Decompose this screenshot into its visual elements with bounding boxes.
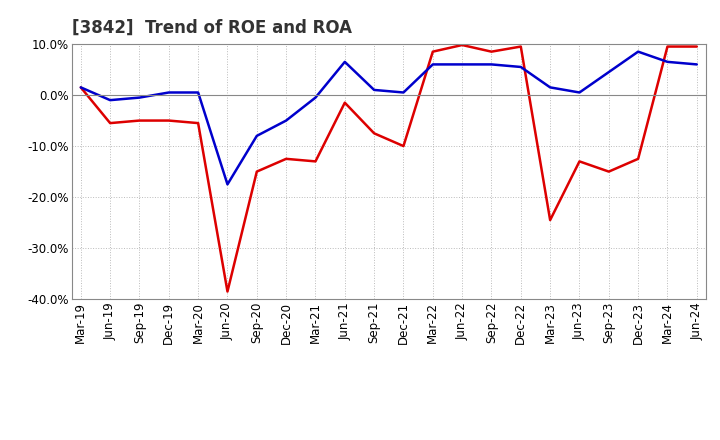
ROA	[106, 98, 114, 103]
Legend: ROE, ROA: ROE, ROA	[302, 439, 476, 440]
ROE	[106, 121, 114, 126]
ROA	[546, 85, 554, 90]
ROE	[487, 49, 496, 54]
ROE	[575, 159, 584, 164]
ROE	[76, 85, 85, 90]
ROE	[341, 100, 349, 105]
ROE	[458, 42, 467, 48]
Line: ROA: ROA	[81, 51, 697, 184]
ROE	[135, 118, 144, 123]
Text: [3842]  Trend of ROE and ROA: [3842] Trend of ROE and ROA	[72, 19, 352, 37]
ROA	[135, 95, 144, 100]
ROE	[605, 169, 613, 174]
ROE	[194, 121, 202, 126]
ROA	[223, 182, 232, 187]
ROA	[164, 90, 173, 95]
ROA	[487, 62, 496, 67]
ROA	[282, 118, 290, 123]
ROA	[458, 62, 467, 67]
ROE	[311, 159, 320, 164]
ROA	[516, 64, 525, 70]
ROE	[399, 143, 408, 149]
ROE	[253, 169, 261, 174]
ROE	[370, 131, 379, 136]
ROE	[223, 289, 232, 294]
ROA	[575, 90, 584, 95]
ROE	[693, 44, 701, 49]
ROA	[194, 90, 202, 95]
ROE	[282, 156, 290, 161]
ROA	[663, 59, 672, 65]
ROA	[311, 95, 320, 100]
ROA	[399, 90, 408, 95]
ROA	[253, 133, 261, 139]
ROE	[164, 118, 173, 123]
ROE	[663, 44, 672, 49]
ROA	[370, 87, 379, 92]
ROA	[605, 70, 613, 75]
ROE	[634, 156, 642, 161]
ROA	[693, 62, 701, 67]
Line: ROE: ROE	[81, 45, 697, 292]
ROA	[634, 49, 642, 54]
ROE	[546, 217, 554, 223]
ROA	[428, 62, 437, 67]
ROE	[428, 49, 437, 54]
ROA	[341, 59, 349, 65]
ROE	[516, 44, 525, 49]
ROA	[76, 85, 85, 90]
